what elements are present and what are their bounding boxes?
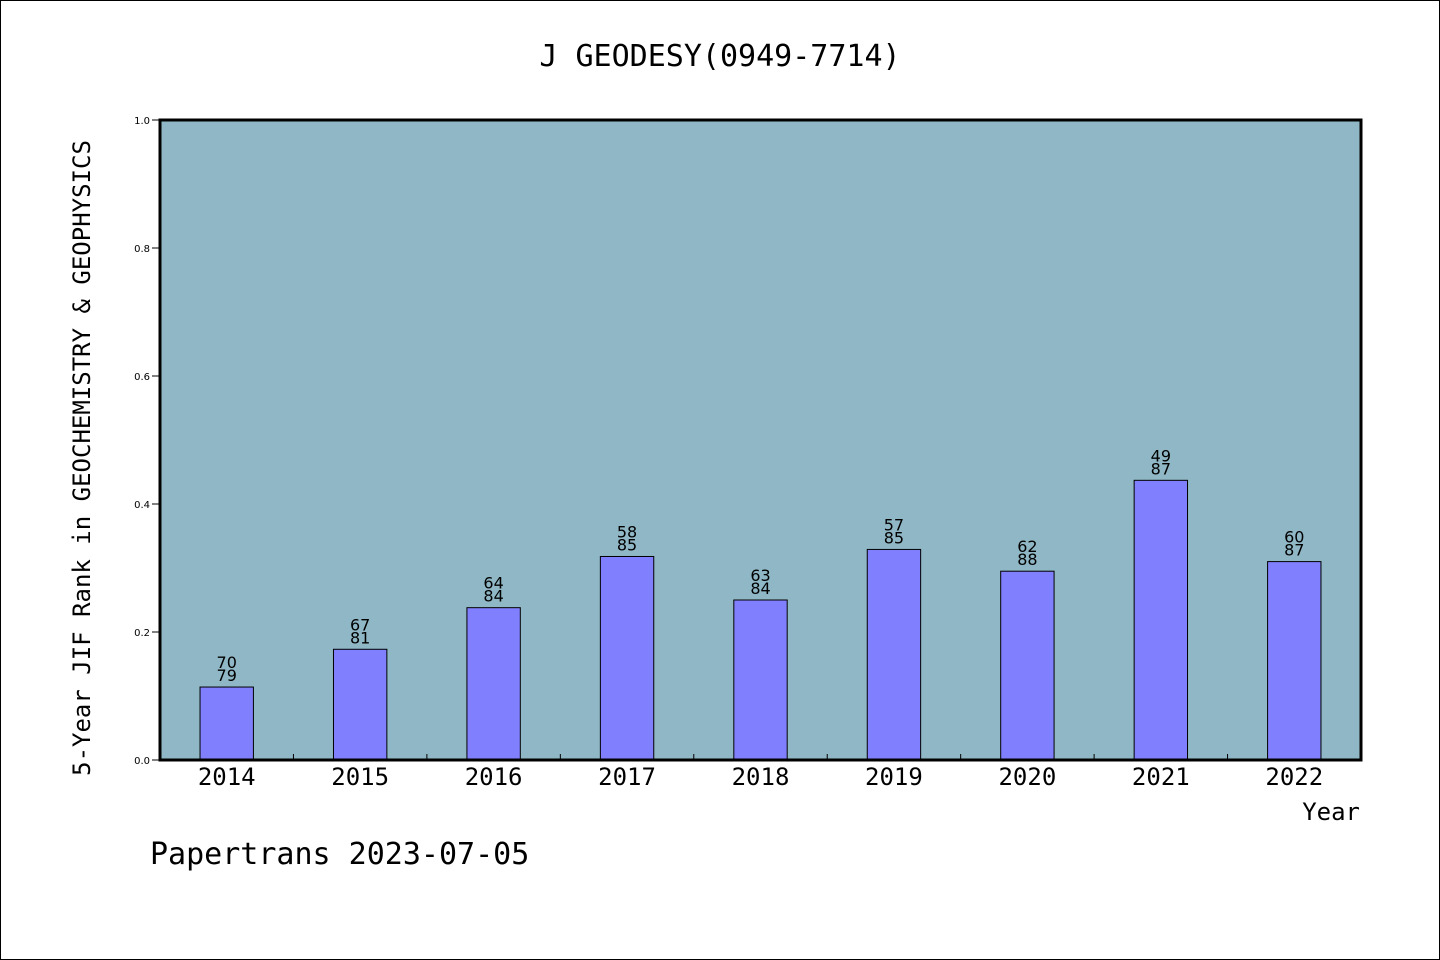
data-label-rank-2014: 70 bbox=[217, 653, 237, 672]
y-tick-label: 1.0 bbox=[134, 116, 150, 127]
bar-2020 bbox=[1000, 570, 1055, 761]
x-tick-label-2016: 2016 bbox=[465, 763, 523, 791]
y-tick-label: 0.0 bbox=[134, 756, 150, 767]
x-tick-label-2021: 2021 bbox=[1132, 763, 1190, 791]
data-label-total-2020: 88 bbox=[1017, 550, 1037, 569]
data-label-total-2018: 84 bbox=[750, 579, 770, 598]
data-label-total-2014: 79 bbox=[217, 666, 237, 685]
y-tick-label: 0.4 bbox=[134, 500, 150, 511]
y-tick-label: 0.8 bbox=[134, 244, 150, 255]
bar-2019 bbox=[866, 548, 922, 761]
data-label-rank-2015: 67 bbox=[350, 615, 370, 634]
chart-title: J GEODESY(0949-7714) bbox=[539, 39, 900, 74]
data-label-total-2019: 85 bbox=[884, 528, 904, 547]
plot-border bbox=[158, 118, 1363, 762]
bars-layer bbox=[199, 479, 1322, 761]
data-label-rank-2018: 63 bbox=[750, 566, 770, 585]
y-tick-label: 0.6 bbox=[134, 372, 150, 383]
y-axis-label: 5-Year JIF Rank in GEOCHEMISTRY & GEOPHY… bbox=[68, 140, 96, 776]
bar-2021 bbox=[1133, 479, 1189, 761]
data-label-rank-2019: 57 bbox=[884, 515, 904, 534]
data-label-total-2016: 84 bbox=[483, 587, 503, 606]
axis-ticks-layer: 2014 2015 2016 2017 2018 2019 2020 2021 2022 0.0 0… bbox=[134, 116, 1323, 791]
x-tick-label-2014: 2014 bbox=[198, 763, 256, 791]
x-tick-label-2017: 2017 bbox=[598, 763, 656, 791]
x-tick-label-2018: 2018 bbox=[732, 763, 790, 791]
data-label-total-2021: 87 bbox=[1151, 459, 1171, 478]
bar-2017 bbox=[599, 555, 655, 761]
bar-2016 bbox=[466, 607, 521, 761]
x-tick-label-2020: 2020 bbox=[998, 763, 1056, 791]
data-label-rank-2016: 64 bbox=[483, 574, 503, 593]
data-label-total-2017: 85 bbox=[617, 535, 637, 554]
bar-2018 bbox=[733, 599, 788, 761]
y-tick-label: 0.2 bbox=[134, 628, 150, 639]
watermark-text: Papertrans 2023-07-05 bbox=[150, 837, 529, 872]
data-label-rank-2020: 62 bbox=[1017, 537, 1037, 556]
data-label-rank-2022: 60 bbox=[1284, 528, 1304, 547]
x-axis-label: Year bbox=[1302, 798, 1360, 826]
bar-2014 bbox=[199, 686, 254, 761]
data-label-total-2015: 81 bbox=[350, 628, 370, 647]
x-tick-label-2022: 2022 bbox=[1265, 763, 1323, 791]
x-tick-label-2019: 2019 bbox=[865, 763, 923, 791]
data-label-rank-2021: 49 bbox=[1151, 446, 1171, 465]
data-label-total-2022: 87 bbox=[1284, 541, 1304, 560]
x-tick-label-2015: 2015 bbox=[331, 763, 389, 791]
data-label-rank-2017: 58 bbox=[617, 522, 637, 541]
bar-2015 bbox=[332, 648, 388, 761]
bar-2022 bbox=[1267, 561, 1322, 761]
